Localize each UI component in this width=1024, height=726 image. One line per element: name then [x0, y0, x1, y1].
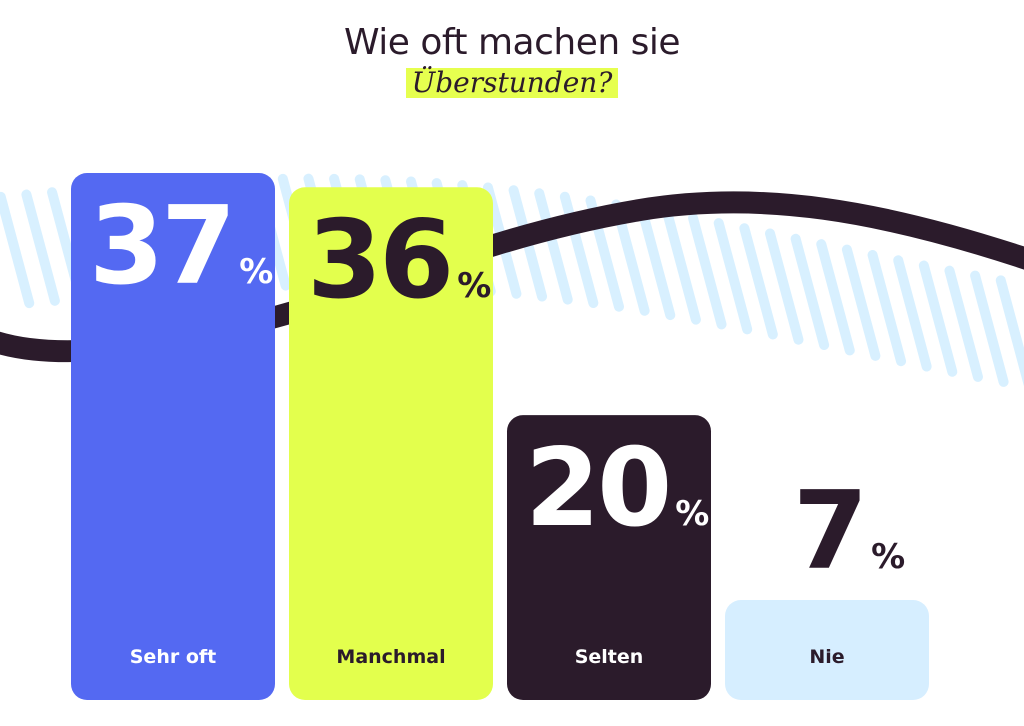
percent-sign: %	[871, 537, 906, 577]
stripe	[764, 228, 804, 345]
stripe	[713, 218, 753, 335]
stripe	[0, 191, 35, 309]
value-number: 20	[525, 426, 672, 552]
stripe	[534, 188, 573, 305]
bars	[71, 173, 929, 701]
value-number: 36	[307, 198, 454, 324]
stripe	[995, 275, 1024, 392]
stripe	[21, 189, 60, 306]
stripe	[688, 213, 727, 330]
bar-sehr-oft	[71, 173, 275, 700]
bar-manchmal	[289, 187, 493, 701]
stripe	[790, 233, 830, 351]
percent-sign: %	[457, 266, 492, 307]
bar-selten	[507, 415, 711, 700]
value-number: 37	[89, 184, 236, 309]
stripe	[867, 249, 907, 367]
chart-title: Wie oft machen sie	[343, 22, 681, 63]
stripe	[944, 265, 983, 382]
category-label: Selten	[574, 646, 644, 668]
percent-sign: %	[239, 252, 274, 292]
stripe	[841, 244, 881, 361]
category-label: Manchmal	[336, 646, 446, 668]
stripe	[918, 260, 958, 377]
stripe	[611, 199, 650, 316]
value-label: 7%	[793, 478, 905, 586]
value-label: 37%	[89, 193, 273, 301]
percent-sign: %	[675, 494, 710, 535]
stripe	[816, 239, 855, 356]
category-label: Sehr oft	[129, 646, 217, 668]
value-number: 7	[793, 469, 868, 594]
stripe	[970, 270, 1009, 387]
stripe	[636, 203, 676, 321]
chart-subtitle: Überstunden?	[405, 68, 619, 98]
value-label: 36%	[307, 207, 491, 315]
value-label: 20%	[525, 435, 709, 543]
stripe	[893, 255, 932, 372]
stripe	[662, 208, 701, 325]
bar-nie	[725, 600, 929, 700]
stripe	[739, 223, 778, 340]
category-label: Nie	[809, 646, 845, 668]
